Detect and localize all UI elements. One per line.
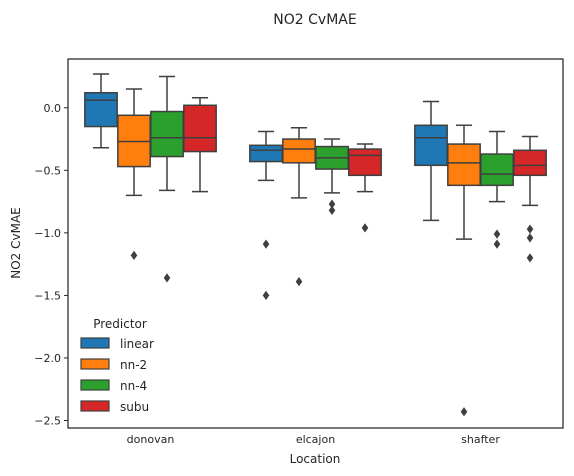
plot-frame bbox=[68, 59, 563, 428]
legend: Predictor linear nn-2 nn-4 subu bbox=[81, 317, 154, 414]
x-tick-label-donovan: donovan bbox=[127, 433, 175, 446]
outlier-point bbox=[527, 233, 534, 242]
outlier-point bbox=[164, 273, 171, 282]
legend-swatch-linear bbox=[81, 338, 109, 348]
y-axis-label: NO2 CvMAE bbox=[9, 207, 23, 279]
y-tick-label: −1.0 bbox=[34, 227, 61, 240]
legend-label-nn-4: nn-4 bbox=[120, 379, 147, 393]
legend-swatch-nn-4 bbox=[81, 380, 109, 390]
outlier-point bbox=[131, 251, 138, 260]
box-elcajon bbox=[349, 149, 381, 175]
box-donovan bbox=[184, 105, 216, 151]
box-shafter bbox=[481, 154, 513, 185]
outlier-point bbox=[461, 407, 468, 416]
outlier-point bbox=[329, 206, 336, 215]
legend-label-subu: subu bbox=[120, 400, 149, 414]
y-tick-label: −2.5 bbox=[34, 414, 61, 427]
box-donovan bbox=[151, 112, 183, 157]
x-tick-label-elcajon: elcajon bbox=[296, 433, 335, 446]
x-axis-ticks: donovan elcajon shafter bbox=[127, 433, 501, 446]
series-linear bbox=[85, 74, 447, 300]
x-axis-label: Location bbox=[290, 452, 341, 466]
outlier-point bbox=[494, 240, 501, 249]
outlier-point bbox=[527, 253, 534, 262]
outlier-point bbox=[263, 291, 270, 300]
x-tick-label-shafter: shafter bbox=[461, 433, 500, 446]
legend-label-nn-2: nn-2 bbox=[120, 358, 147, 372]
box-elcajon bbox=[283, 139, 315, 163]
y-tick-label: 0.0 bbox=[44, 102, 62, 115]
legend-items: linear nn-2 nn-4 subu bbox=[81, 337, 154, 414]
y-tick-label: −2.0 bbox=[34, 352, 61, 365]
legend-swatch-subu bbox=[81, 401, 109, 411]
chart-title: NO2 CvMAE bbox=[273, 12, 356, 28]
box-elcajon bbox=[250, 145, 282, 161]
box-shafter bbox=[415, 125, 447, 165]
y-tick-label: −1.5 bbox=[34, 289, 61, 302]
legend-swatch-nn-2 bbox=[81, 359, 109, 369]
box-shafter bbox=[448, 144, 480, 185]
box-donovan bbox=[85, 93, 117, 127]
legend-title: Predictor bbox=[93, 317, 147, 331]
legend-label-linear: linear bbox=[120, 337, 154, 351]
outlier-point bbox=[362, 223, 369, 232]
y-axis-ticks: 0.0 −0.5 −1.0 −1.5 −2.0 −2.5 bbox=[34, 102, 68, 428]
outlier-point bbox=[527, 225, 534, 234]
outlier-point bbox=[494, 230, 501, 239]
plot-marks bbox=[85, 74, 546, 416]
box-shafter bbox=[514, 150, 546, 175]
outlier-point bbox=[263, 240, 270, 249]
y-tick-label: −0.5 bbox=[34, 164, 61, 177]
outlier-point bbox=[296, 277, 303, 286]
